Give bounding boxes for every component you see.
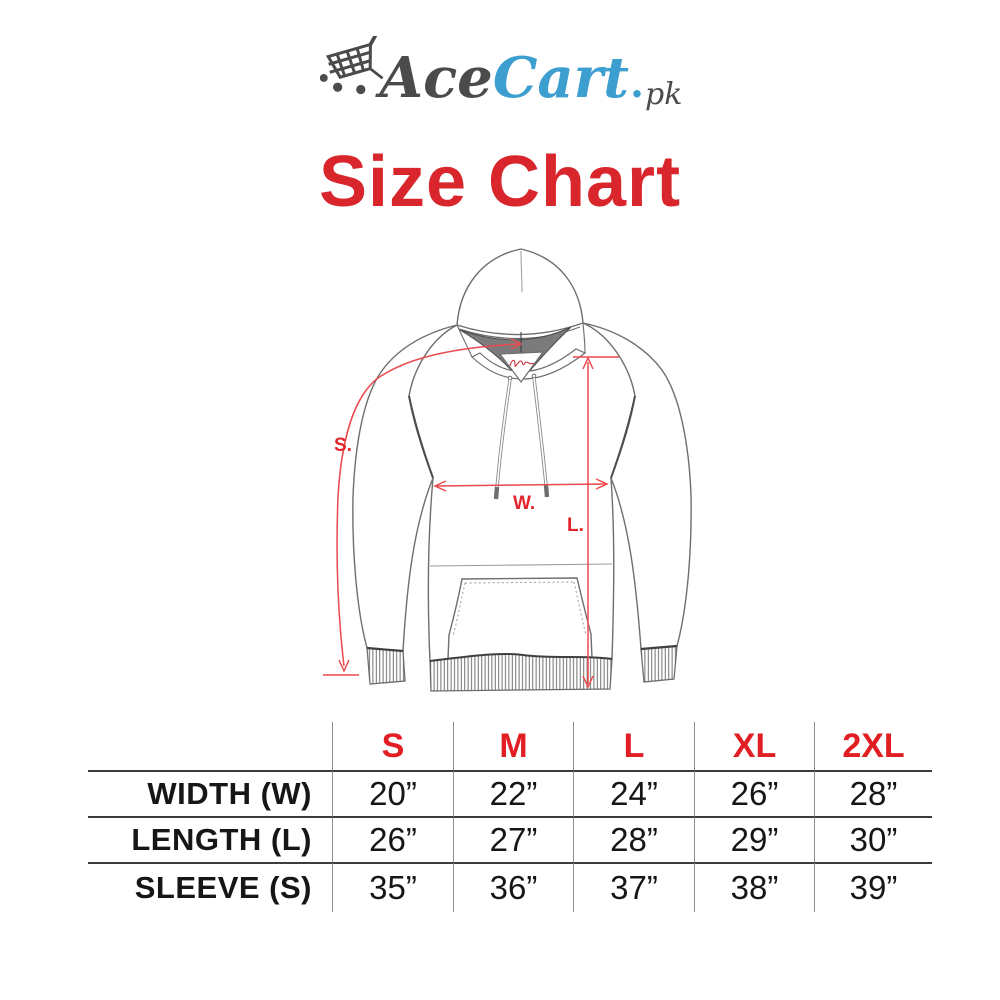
size-table: S M L XL 2XL WIDTH (W) 20” 22” 24” 26” 2… [88,722,932,912]
width-value-s: 20” [332,770,453,816]
width-value-l: 24” [573,770,694,816]
collar-band [470,348,587,380]
sleeve-value-l: 37” [573,862,694,912]
table-corner-cell [88,722,332,770]
drawstrings [493,373,550,500]
width-measure-line [433,478,609,492]
measurement-labels: S. W. L. [334,435,584,536]
brand-text-secondary: Cart [492,45,630,111]
chest-seam-line [429,563,613,567]
column-header-2xl: 2XL [814,722,932,770]
sleeve-label: S. [334,435,352,456]
sleeve-value-m: 36” [453,862,573,912]
sleeve-value-s: 35” [332,862,453,912]
ribbed-hem [429,652,613,692]
column-header-m: M [453,722,573,770]
sleeve-value-xl: 38” [694,862,814,912]
shopping-cart-icon [319,36,384,95]
width-value-xl: 26” [694,770,814,816]
length-value-s: 26” [332,816,453,862]
sleeve-value-2xl: 39” [814,862,932,912]
hoodie-illustration [352,248,692,692]
row-label-width: WIDTH (W) [88,770,332,816]
hood [456,248,587,384]
length-value-m: 27” [453,816,573,862]
row-label-sleeve: SLEEVE (S) [88,862,332,912]
row-label-length: LENGTH (L) [88,816,332,862]
brand-text-suffix: pk [644,77,683,112]
length-value-l: 28” [573,816,694,862]
brand-logo: Ace Cart . pk [0,36,1000,111]
width-value-2xl: 28” [814,770,932,816]
kangaroo-pocket [447,577,593,660]
brand-text-dot: . [630,60,644,107]
measurement-lines [323,338,619,689]
length-measure-line [573,356,619,689]
width-label: W. [513,493,535,514]
sleeve-measure-line [323,338,523,676]
sleeves [352,322,692,652]
brand-text-primary: Ace [379,45,493,111]
ribbed-cuffs [366,644,678,685]
length-label: L. [567,515,584,536]
collar-placket [498,351,545,384]
hoodie-measurement-diagram: S. W. L. [323,248,692,692]
brand-signature-mark [509,359,535,367]
length-value-2xl: 30” [814,816,932,862]
width-value-m: 22” [453,770,573,816]
length-value-xl: 29” [694,816,814,862]
page-title: Size Chart [318,142,682,222]
column-header-l: L [573,722,694,770]
column-header-xl: XL [694,722,814,770]
column-header-s: S [332,722,453,770]
